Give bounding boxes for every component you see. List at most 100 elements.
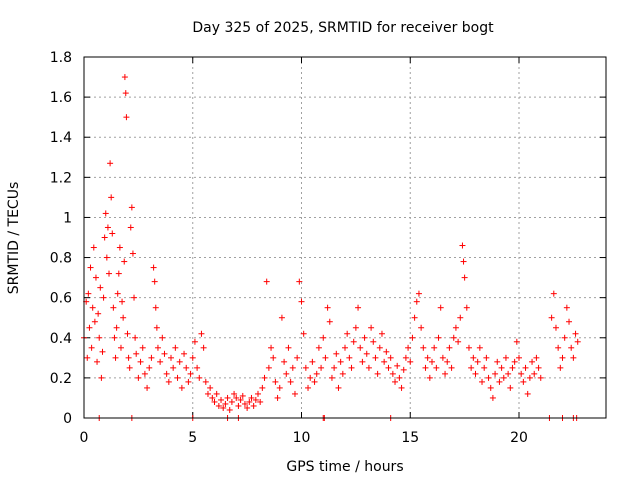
data-point: [137, 358, 144, 365]
data-point: [574, 338, 581, 345]
data-point: [102, 210, 109, 217]
data-point: [127, 224, 134, 231]
data-point: [465, 344, 472, 351]
data-point: [429, 358, 435, 365]
gridlines: [84, 57, 606, 418]
data-point: [305, 384, 312, 391]
data-point: [92, 274, 99, 281]
data-point: [511, 358, 518, 365]
data-point: [363, 350, 370, 357]
data-point: [289, 364, 296, 371]
data-point: [502, 354, 509, 361]
data-point: [222, 400, 229, 407]
data-point: [500, 374, 507, 381]
data-point: [561, 334, 568, 341]
data-point: [224, 394, 231, 401]
data-point: [381, 358, 388, 365]
data-point: [337, 358, 344, 365]
data-point: [235, 402, 242, 409]
data-point: [148, 354, 155, 361]
data-point: [265, 364, 272, 371]
data-point: [285, 344, 292, 351]
data-point: [357, 344, 364, 351]
data-point: [99, 348, 106, 355]
data-point: [435, 334, 442, 341]
data-point: [111, 334, 118, 341]
data-point: [572, 330, 579, 337]
data-point: [141, 370, 148, 377]
data-point: [522, 364, 529, 371]
data-point: [398, 384, 405, 391]
data-point: [442, 370, 449, 377]
data-point: [115, 270, 122, 277]
data-point: [348, 364, 355, 371]
data-point: [411, 314, 418, 321]
data-point: [302, 364, 309, 371]
data-point: [218, 396, 225, 403]
data-point: [331, 364, 338, 371]
y-tick-label: 0.6: [50, 291, 72, 307]
data-point: [368, 324, 375, 331]
data-point: [124, 330, 131, 337]
data-point: [194, 364, 201, 371]
data-point: [207, 384, 214, 391]
data-point: [87, 264, 94, 271]
data-point: [505, 370, 512, 377]
data-point: [468, 364, 475, 371]
data-point: [396, 374, 403, 381]
x-tick-label: 20: [510, 430, 528, 446]
data-point: [135, 374, 142, 381]
data-point: [568, 344, 575, 351]
data-point: [174, 374, 181, 381]
data-point: [307, 374, 314, 381]
data-point: [132, 334, 139, 341]
data-point: [409, 334, 416, 341]
data-point: [533, 354, 540, 361]
data-point: [213, 390, 220, 397]
data-point: [146, 364, 153, 371]
data-point: [387, 354, 394, 361]
data-point: [507, 384, 514, 391]
data-point: [198, 330, 205, 337]
data-point: [359, 358, 366, 365]
x-tick-label: 15: [401, 430, 419, 446]
data-point: [361, 334, 368, 341]
data-point: [516, 354, 522, 361]
data-point: [122, 90, 129, 97]
data-point: [176, 358, 183, 365]
data-point: [228, 398, 235, 405]
data-point: [474, 358, 481, 365]
data-point: [90, 244, 97, 251]
data-point: [96, 334, 103, 341]
data-point: [461, 274, 468, 281]
data-point: [168, 354, 174, 361]
data-point: [278, 314, 285, 321]
data-point: [563, 304, 570, 311]
data-point: [529, 358, 536, 365]
data-point: [237, 396, 244, 403]
y-tick-label: 1: [63, 210, 72, 226]
data-point: [113, 324, 120, 331]
data-point: [202, 378, 209, 385]
data-point: [483, 354, 490, 361]
data-point: [313, 370, 320, 377]
data-point: [557, 364, 564, 371]
data-point: [97, 284, 104, 291]
data-point: [376, 344, 383, 351]
data-point: [110, 304, 117, 311]
y-tick-label: 0.4: [50, 331, 72, 347]
y-tick-label: 0.8: [50, 251, 72, 267]
x-tick-label: 5: [188, 430, 197, 446]
data-point: [509, 364, 516, 371]
data-point: [566, 318, 573, 325]
data-point: [268, 344, 275, 351]
data-point: [274, 394, 281, 401]
data-point: [309, 358, 316, 365]
data-point: [159, 334, 166, 341]
data-point: [131, 294, 138, 301]
data-point: [226, 406, 233, 413]
data-point: [95, 310, 102, 317]
data-point: [129, 250, 136, 257]
data-point: [117, 344, 124, 351]
data-point: [300, 330, 307, 337]
